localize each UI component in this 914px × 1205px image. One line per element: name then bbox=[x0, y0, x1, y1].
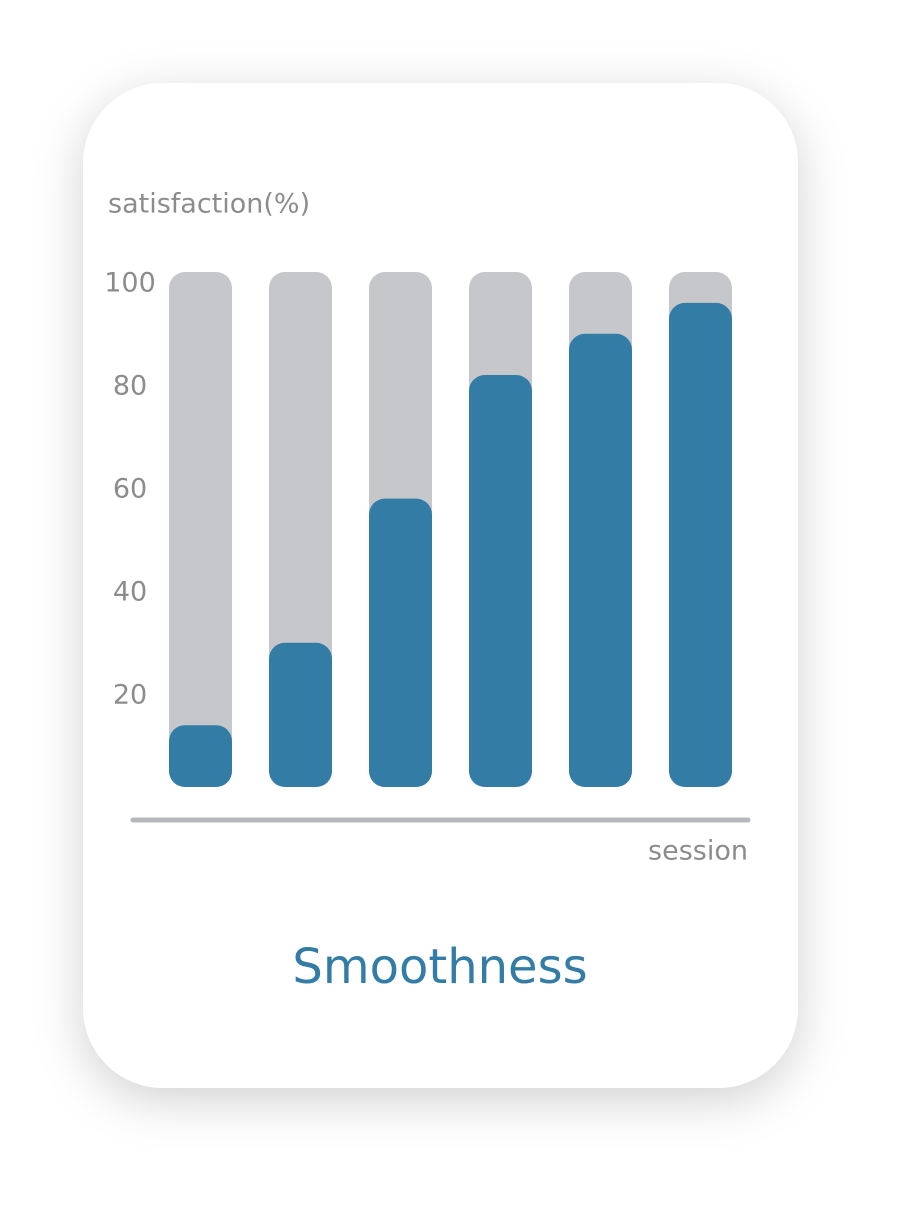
y-tick-label: 40 bbox=[113, 577, 147, 608]
bar bbox=[669, 302, 732, 787]
x-axis-label: session bbox=[648, 836, 748, 867]
y-tick-label: 20 bbox=[113, 680, 147, 711]
bar bbox=[569, 333, 632, 787]
bar bbox=[269, 642, 332, 787]
y-tick-label: 80 bbox=[113, 371, 147, 402]
y-tick-label: 60 bbox=[113, 474, 147, 505]
bar bbox=[469, 375, 532, 787]
y-tick-label: 100 bbox=[104, 268, 156, 299]
y-axis-label: satisfaction(%) bbox=[108, 189, 310, 220]
bar-track bbox=[169, 272, 232, 787]
chart-title: Smoothness bbox=[292, 939, 587, 995]
bar bbox=[369, 498, 432, 787]
bar bbox=[169, 725, 232, 787]
